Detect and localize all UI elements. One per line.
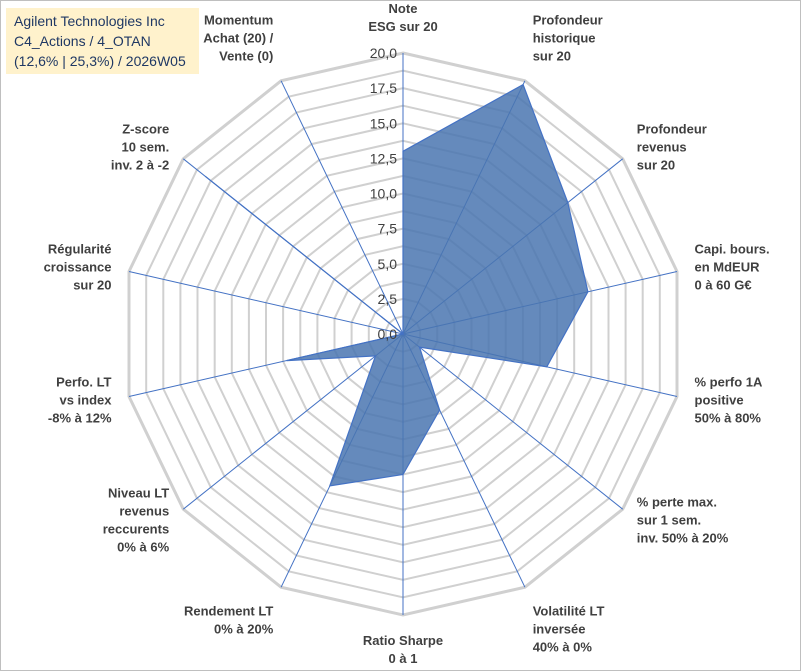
axis-label: Z-score 10 sem. inv. 2 à -2 [111,122,169,173]
axis-label: Capi. bours. en MdEUR 0 à 60 G€ [695,242,770,293]
tick-label: 7,5 [378,221,398,237]
axis-label: Niveau LT revenus reccurents 0% à 6% [103,485,170,554]
axis-label: Momentum Achat (20) / Vente (0) [203,13,273,64]
axis-label: Volatilité LT inversée 40% à 0% [533,603,605,654]
tick-label: 0,0 [378,326,398,342]
tick-label: 15,0 [370,115,397,131]
axis-label: Ratio Sharpe 0 à 1 [363,633,443,666]
axis-label: Note ESG sur 20 [368,1,437,34]
axis-label: Perfo. LT vs index -8% à 12% [48,375,112,426]
tick-label: 5,0 [378,256,398,272]
radar-axis-labels: Note ESG sur 20 Profondeur historique sur 20… [44,1,770,666]
radar-series [204,83,589,487]
tick-label: 10,0 [370,186,397,202]
axis-spoke [128,271,404,335]
axis-label: Rendement LT 0% à 20% [184,603,274,636]
axis-label: Régularité croissance sur 20 [44,242,112,293]
axis-spoke [182,333,404,510]
tick-label: 17,5 [370,80,397,96]
axis-label: % perfo 1A positive 50% à 80% [695,375,764,426]
axis-label: Profondeur historique sur 20 [533,13,603,64]
axis-spoke [280,80,404,335]
tick-label: 2,5 [378,291,398,307]
category-path: C4_Actions / 4_OTAN [14,33,151,49]
performance-summary: (12,6% | 25,3%) / 2026W05 [14,53,186,69]
axis-spoke [402,333,624,510]
tick-label: 12,5 [370,150,397,166]
series-area [204,83,589,487]
axis-label: % perte max. sur 1 sem. inv. 50% à 20% [637,494,729,545]
radar-tick-labels: 0,0 2,5 5,0 7,5 10,0 12,5 15,0 17,5 20,0 [370,45,397,342]
chart-title-box: Agilent Technologies Inc C4_Actions / 4_… [6,8,199,74]
tick-label: 20,0 [370,45,397,61]
company-name: Agilent Technologies Inc [14,13,165,29]
axis-label: Profondeur revenus sur 20 [637,122,707,173]
